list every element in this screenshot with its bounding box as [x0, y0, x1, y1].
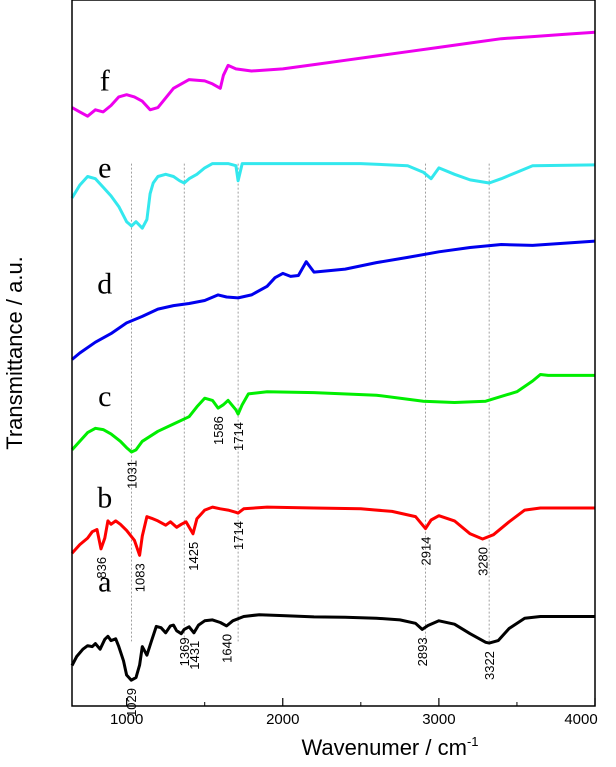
peak-label: 1029 — [124, 688, 139, 717]
curve-letter-a: a — [98, 565, 111, 598]
x-tick-label: 2000 — [266, 711, 299, 728]
plot-frame — [71, 0, 596, 707]
peak-label: 1714 — [231, 521, 246, 550]
peak-label: 3280 — [476, 547, 491, 576]
peak-label: 836 — [94, 557, 109, 579]
peak-label: 1083 — [133, 563, 148, 592]
peak-label: 3322 — [482, 651, 497, 680]
x-tick-label: 1000 — [110, 711, 143, 728]
series-line-f — [71, 30, 596, 118]
curve-letter-b: b — [97, 481, 112, 514]
curve-letter-e: e — [98, 152, 111, 185]
peak-label: 1369 — [177, 637, 192, 666]
peak-label: 2893 — [415, 637, 430, 666]
y-axis-title: Transmittance / a.u. — [2, 256, 27, 450]
peak-label: 1031 — [125, 460, 140, 489]
curve-letter-c: c — [98, 380, 111, 413]
peak-label: 1640 — [220, 634, 235, 663]
series-line-e — [70, 162, 596, 230]
series-line-d — [71, 239, 596, 361]
x-tick-label: 4000 — [564, 711, 597, 728]
series-lines — [70, 30, 596, 682]
curve-letters: a b c d e f — [97, 65, 112, 599]
x-tick-label: 3000 — [422, 711, 455, 728]
curve-letter-d: d — [97, 267, 112, 300]
peak-label: 1431 — [187, 641, 202, 670]
peak-label: 2914 — [419, 537, 434, 566]
peak-label: 1714 — [231, 422, 246, 451]
x-axis-title-sup: -1 — [467, 734, 479, 749]
x-axis-title-main: Wavenumer / cm — [301, 735, 466, 760]
curve-letter-f: f — [100, 65, 110, 98]
series-line-b — [70, 505, 595, 557]
series-line-c — [70, 373, 595, 454]
peak-label: 1586 — [211, 416, 226, 445]
x-axis-title: Wavenumer / cm-1 — [301, 734, 478, 760]
series-line-a — [70, 613, 595, 682]
peak-label: 1425 — [186, 542, 201, 571]
x-ticks: 1000 2000 3000 4000 — [110, 698, 598, 728]
